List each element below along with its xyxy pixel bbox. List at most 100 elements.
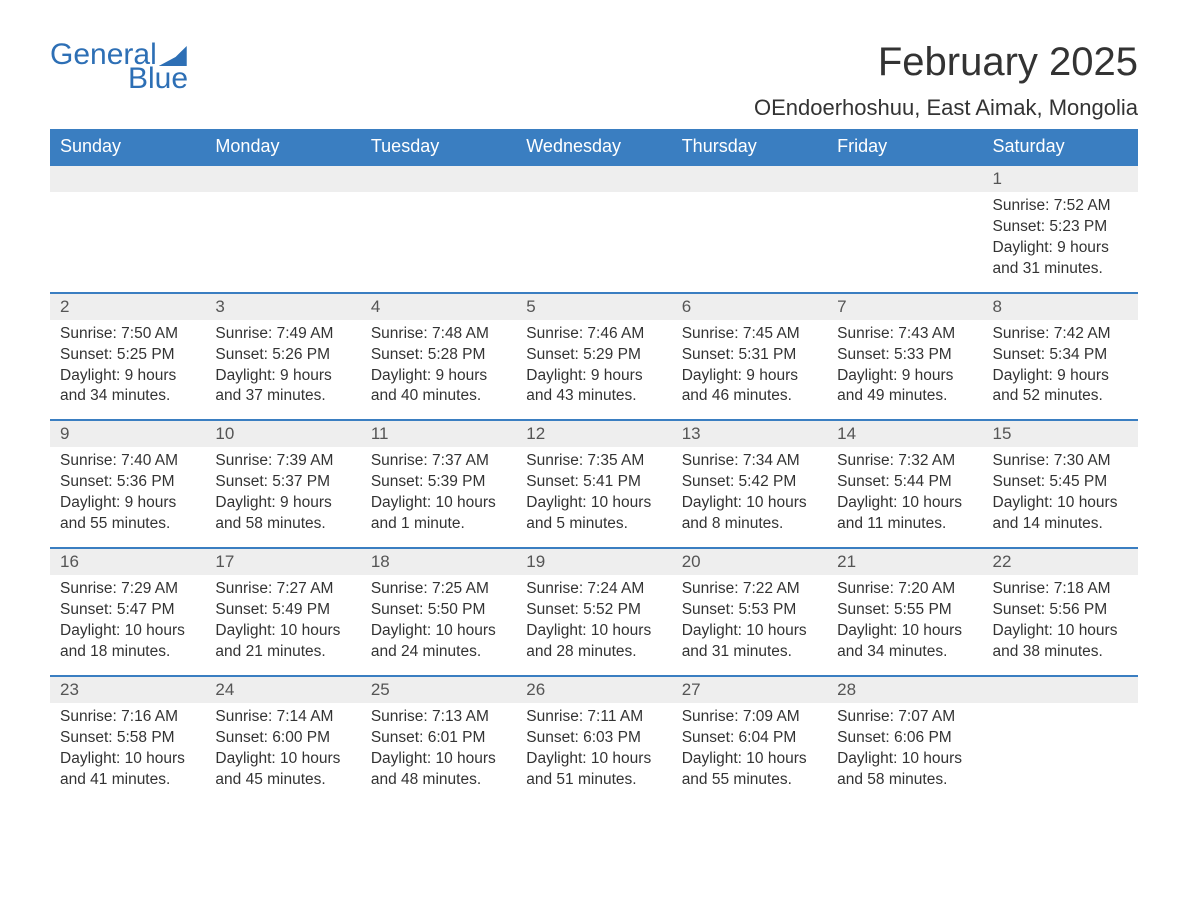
day-body: Sunrise: 7:07 AMSunset: 6:06 PMDaylight:… (827, 703, 982, 803)
location-label: OEndoerhoshuu, East Aimak, Mongolia (754, 95, 1138, 121)
day-number (50, 166, 205, 192)
sunset-text: Sunset: 5:47 PM (60, 600, 195, 621)
daylight-text: Daylight: 10 hours and 18 minutes. (60, 621, 195, 663)
day-number: 18 (361, 549, 516, 575)
day-body (983, 703, 1138, 719)
day-body: Sunrise: 7:34 AMSunset: 5:42 PMDaylight:… (672, 447, 827, 547)
daylight-text: Daylight: 10 hours and 1 minute. (371, 493, 506, 535)
sunrise-text: Sunrise: 7:22 AM (682, 579, 817, 600)
daylight-text: Daylight: 10 hours and 58 minutes. (837, 749, 972, 791)
day-number: 24 (205, 677, 360, 703)
day-number: 13 (672, 421, 827, 447)
day-number: 26 (516, 677, 671, 703)
day-number: 7 (827, 294, 982, 320)
sunset-text: Sunset: 5:52 PM (526, 600, 661, 621)
dow-sunday: Sunday (50, 129, 205, 164)
day-body (50, 192, 205, 208)
day-number: 27 (672, 677, 827, 703)
day-body: Sunrise: 7:30 AMSunset: 5:45 PMDaylight:… (983, 447, 1138, 547)
day-cell: 18Sunrise: 7:25 AMSunset: 5:50 PMDayligh… (361, 549, 516, 675)
sunset-text: Sunset: 5:36 PM (60, 472, 195, 493)
daylight-text: Daylight: 10 hours and 41 minutes. (60, 749, 195, 791)
day-body: Sunrise: 7:43 AMSunset: 5:33 PMDaylight:… (827, 320, 982, 420)
sunset-text: Sunset: 5:28 PM (371, 345, 506, 366)
day-cell: 23Sunrise: 7:16 AMSunset: 5:58 PMDayligh… (50, 677, 205, 803)
day-number: 15 (983, 421, 1138, 447)
sunset-text: Sunset: 5:53 PM (682, 600, 817, 621)
day-number: 2 (50, 294, 205, 320)
day-cell (672, 166, 827, 292)
day-number (205, 166, 360, 192)
sunset-text: Sunset: 5:37 PM (215, 472, 350, 493)
dow-thursday: Thursday (672, 129, 827, 164)
sunrise-text: Sunrise: 7:37 AM (371, 451, 506, 472)
day-cell: 10Sunrise: 7:39 AMSunset: 5:37 PMDayligh… (205, 421, 360, 547)
week-row: 9Sunrise: 7:40 AMSunset: 5:36 PMDaylight… (50, 419, 1138, 547)
dow-tuesday: Tuesday (361, 129, 516, 164)
day-cell: 2Sunrise: 7:50 AMSunset: 5:25 PMDaylight… (50, 294, 205, 420)
sunset-text: Sunset: 5:58 PM (60, 728, 195, 749)
day-cell: 28Sunrise: 7:07 AMSunset: 6:06 PMDayligh… (827, 677, 982, 803)
day-body: Sunrise: 7:09 AMSunset: 6:04 PMDaylight:… (672, 703, 827, 803)
sunrise-text: Sunrise: 7:40 AM (60, 451, 195, 472)
sunset-text: Sunset: 5:56 PM (993, 600, 1128, 621)
day-number: 21 (827, 549, 982, 575)
day-cell: 11Sunrise: 7:37 AMSunset: 5:39 PMDayligh… (361, 421, 516, 547)
sunrise-text: Sunrise: 7:50 AM (60, 324, 195, 345)
day-number (983, 677, 1138, 703)
day-number (672, 166, 827, 192)
daylight-text: Daylight: 10 hours and 5 minutes. (526, 493, 661, 535)
daylight-text: Daylight: 10 hours and 31 minutes. (682, 621, 817, 663)
daylight-text: Daylight: 9 hours and 58 minutes. (215, 493, 350, 535)
sunrise-text: Sunrise: 7:34 AM (682, 451, 817, 472)
day-cell: 9Sunrise: 7:40 AMSunset: 5:36 PMDaylight… (50, 421, 205, 547)
sunrise-text: Sunrise: 7:27 AM (215, 579, 350, 600)
day-cell: 20Sunrise: 7:22 AMSunset: 5:53 PMDayligh… (672, 549, 827, 675)
sunset-text: Sunset: 5:55 PM (837, 600, 972, 621)
sunrise-text: Sunrise: 7:29 AM (60, 579, 195, 600)
sunset-text: Sunset: 5:50 PM (371, 600, 506, 621)
daylight-text: Daylight: 10 hours and 55 minutes. (682, 749, 817, 791)
sunrise-text: Sunrise: 7:13 AM (371, 707, 506, 728)
day-number (361, 166, 516, 192)
daylight-text: Daylight: 10 hours and 28 minutes. (526, 621, 661, 663)
sunrise-text: Sunrise: 7:52 AM (993, 196, 1128, 217)
daylight-text: Daylight: 9 hours and 40 minutes. (371, 366, 506, 408)
daylight-text: Daylight: 9 hours and 43 minutes. (526, 366, 661, 408)
daylight-text: Daylight: 9 hours and 34 minutes. (60, 366, 195, 408)
day-body: Sunrise: 7:13 AMSunset: 6:01 PMDaylight:… (361, 703, 516, 803)
day-body: Sunrise: 7:20 AMSunset: 5:55 PMDaylight:… (827, 575, 982, 675)
sunrise-text: Sunrise: 7:16 AM (60, 707, 195, 728)
day-cell (205, 166, 360, 292)
sunrise-text: Sunrise: 7:30 AM (993, 451, 1128, 472)
day-body (827, 192, 982, 208)
day-body: Sunrise: 7:45 AMSunset: 5:31 PMDaylight:… (672, 320, 827, 420)
logo: General Blue (50, 40, 188, 94)
sunset-text: Sunset: 6:01 PM (371, 728, 506, 749)
day-cell (983, 677, 1138, 803)
day-cell: 25Sunrise: 7:13 AMSunset: 6:01 PMDayligh… (361, 677, 516, 803)
day-cell: 24Sunrise: 7:14 AMSunset: 6:00 PMDayligh… (205, 677, 360, 803)
day-cell: 5Sunrise: 7:46 AMSunset: 5:29 PMDaylight… (516, 294, 671, 420)
day-cell: 27Sunrise: 7:09 AMSunset: 6:04 PMDayligh… (672, 677, 827, 803)
day-number: 1 (983, 166, 1138, 192)
daylight-text: Daylight: 9 hours and 37 minutes. (215, 366, 350, 408)
sunset-text: Sunset: 5:31 PM (682, 345, 817, 366)
logo-text-blue: Blue (128, 64, 188, 94)
day-body: Sunrise: 7:22 AMSunset: 5:53 PMDaylight:… (672, 575, 827, 675)
sunrise-text: Sunrise: 7:32 AM (837, 451, 972, 472)
sunset-text: Sunset: 5:45 PM (993, 472, 1128, 493)
sunrise-text: Sunrise: 7:07 AM (837, 707, 972, 728)
day-number: 28 (827, 677, 982, 703)
day-cell: 26Sunrise: 7:11 AMSunset: 6:03 PMDayligh… (516, 677, 671, 803)
daylight-text: Daylight: 9 hours and 55 minutes. (60, 493, 195, 535)
week-row: 16Sunrise: 7:29 AMSunset: 5:47 PMDayligh… (50, 547, 1138, 675)
day-cell (827, 166, 982, 292)
sunset-text: Sunset: 5:26 PM (215, 345, 350, 366)
day-cell (361, 166, 516, 292)
sunset-text: Sunset: 6:03 PM (526, 728, 661, 749)
daylight-text: Daylight: 9 hours and 46 minutes. (682, 366, 817, 408)
day-body: Sunrise: 7:35 AMSunset: 5:41 PMDaylight:… (516, 447, 671, 547)
day-body: Sunrise: 7:49 AMSunset: 5:26 PMDaylight:… (205, 320, 360, 420)
day-cell: 16Sunrise: 7:29 AMSunset: 5:47 PMDayligh… (50, 549, 205, 675)
